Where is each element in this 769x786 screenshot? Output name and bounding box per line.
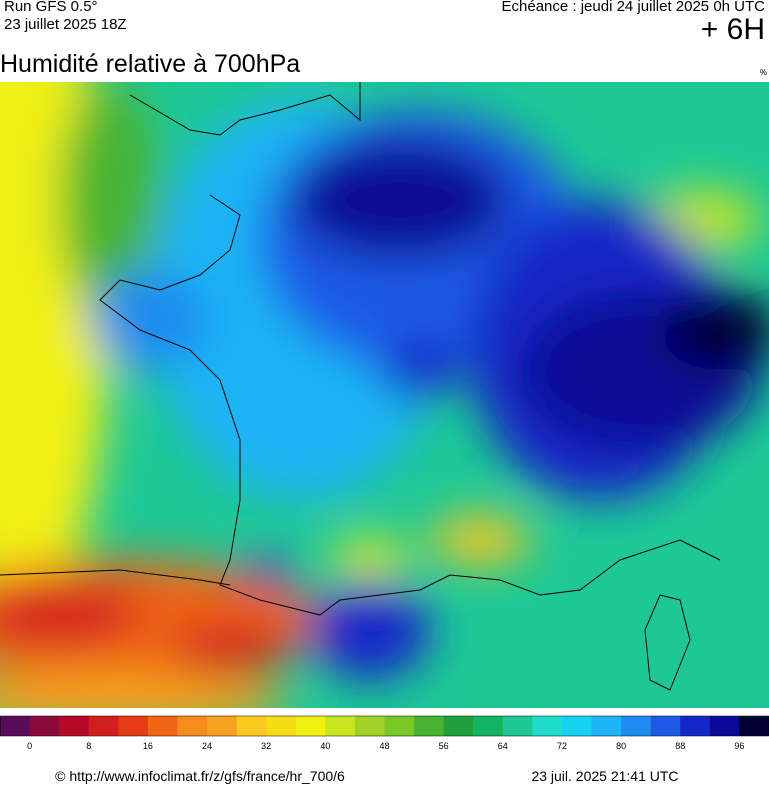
colorbar-label: 80 [616,741,626,751]
colorbar-swatch [88,716,119,736]
colorbar-swatch [650,716,681,736]
colorbar-swatch [532,716,563,736]
colorbar-swatch [118,716,149,736]
colorbar-label: 88 [675,741,685,751]
title: Humidité relative à 700hPa [0,50,301,78]
colorbar-swatch [709,716,740,736]
colorbar-swatch [0,716,31,736]
colorbar-swatch [561,716,593,736]
colorbar-swatch [354,716,385,736]
colorbar-swatch [621,716,652,736]
colorbar-label: 40 [320,741,330,751]
colorbar-label: 16 [143,741,153,751]
colorbar-swatch [739,716,769,736]
lead-time: + 6H [700,13,765,46]
colorbar-label: 0 [27,741,32,751]
colorbar-swatch [207,716,238,736]
colorbar-label: 8 [86,741,91,751]
unit: % [759,68,767,77]
colorbar-swatch [473,716,504,736]
colorbar-label: 96 [734,741,744,751]
colorbar-swatch [591,716,622,736]
source: © http://www.infoclimat.fr/z/gfs/france/… [55,768,345,784]
colorbar-swatch [147,716,178,736]
colorbar-swatch [236,716,267,736]
colorbar-label: 64 [498,741,508,751]
colorbar-label: 32 [261,741,271,751]
colorbar-label: 56 [439,741,449,751]
coastline [0,82,721,691]
colorbar-swatch [177,716,208,736]
run: Run GFS 0.5° [4,0,98,15]
colorbar-label: 24 [202,741,212,751]
run-date: 23 juillet 2025 18Z [4,16,127,33]
colorbar-swatch [384,716,415,736]
generated: 23 juil. 2025 21:41 UTC [531,768,678,784]
colorbar-swatch [443,716,474,736]
colorbar-swatch [295,716,326,736]
colorbar-label: 72 [557,741,567,751]
colorbar-label: 48 [379,741,389,751]
colorbar-swatch [680,716,711,736]
colorbar: 0 8 16 24 32 40 48 56 64 72 80 88 96 [0,715,769,751]
colorbar-swatch [502,716,533,736]
colorbar-swatch [29,716,60,736]
humidity-field [0,82,769,708]
colorbar-swatch [266,716,297,736]
colorbar-swatch [414,716,445,736]
colorbar-swatch [325,716,356,736]
colorbar-swatch [59,716,90,736]
valid-time: Echéance : jeudi 24 juillet 2025 0h UTC [501,0,766,15]
